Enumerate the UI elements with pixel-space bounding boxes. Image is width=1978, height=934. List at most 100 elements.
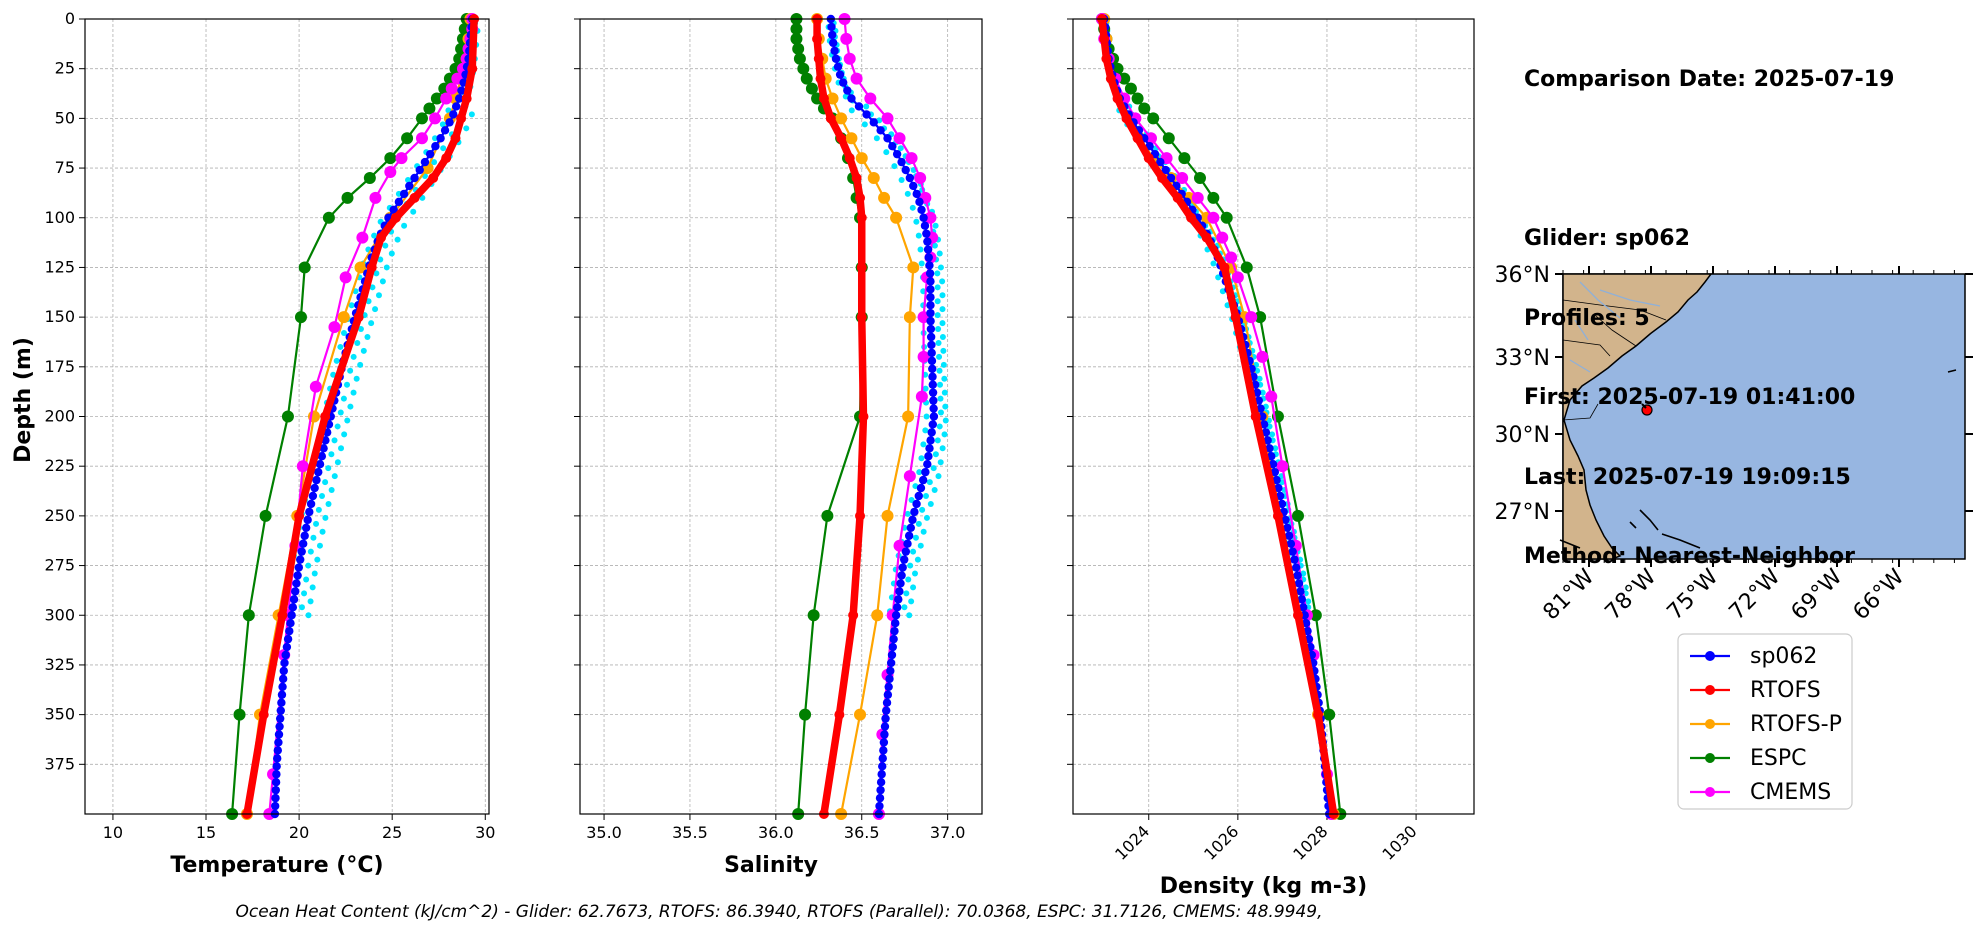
data-point [923, 237, 932, 246]
data-point [1259, 420, 1269, 429]
glider-profile-point [918, 455, 925, 462]
data-point [1191, 191, 1204, 204]
data-point [882, 706, 891, 715]
glider-profile-point [360, 347, 367, 354]
data-point [456, 113, 467, 124]
data-point [845, 132, 858, 145]
data-point [1101, 53, 1112, 64]
y-tick-label: 350 [44, 705, 75, 724]
data-point [233, 708, 246, 721]
data-point [926, 285, 935, 294]
data-point [274, 730, 284, 739]
data-point [1162, 132, 1175, 145]
glider-profile-point [942, 417, 949, 424]
data-point [1294, 579, 1304, 588]
glider-profile-point [935, 339, 942, 346]
panel-3: 1024 1026 1028 1030 Density (kg m-3) [1067, 13, 1475, 899]
data-point [384, 166, 397, 179]
glider-profile-point [923, 413, 930, 420]
glider-profile-point [916, 469, 923, 476]
data-point [797, 62, 810, 75]
glider-profile-point [1300, 570, 1307, 577]
x-tick-label: 25 [382, 823, 402, 842]
glider-profile-point [311, 570, 318, 577]
data-point [275, 722, 284, 731]
data-point [1284, 531, 1294, 540]
x-tick-label: 20 [289, 823, 309, 842]
data-point [893, 539, 906, 552]
series-rtofs [812, 14, 869, 819]
data-point [273, 754, 282, 763]
glider-profile-point [357, 361, 364, 368]
y-tick-label: 25 [55, 59, 75, 78]
glider-profile-point [941, 431, 948, 438]
data-point [927, 348, 936, 358]
series-rtofs [1096, 14, 1339, 819]
data-point [917, 350, 930, 363]
glider-profile-point [341, 431, 348, 438]
data-point [1288, 547, 1297, 556]
x-axis-label: Temperature (°C) [170, 853, 383, 878]
data-point [854, 102, 864, 111]
glider-profile-point [927, 500, 934, 507]
data-point [353, 312, 364, 323]
data-point [390, 212, 401, 223]
data-point [457, 86, 466, 95]
data-point [1172, 192, 1183, 203]
data-point [1270, 467, 1280, 477]
x-tick-label: 1028 [1289, 822, 1331, 864]
comparison-date: Comparison Date: 2025-07-19 [1524, 67, 1895, 92]
glider-profile-point [907, 562, 914, 569]
glider-profile-point [932, 222, 939, 229]
y-tick-label: 300 [44, 605, 75, 624]
data-point [926, 293, 935, 302]
data-point [908, 515, 917, 525]
data-point [1138, 102, 1151, 115]
glider-profile-point [325, 500, 332, 507]
data-point [298, 539, 308, 548]
data-point [856, 262, 867, 273]
data-point [926, 324, 936, 334]
data-point [827, 30, 837, 40]
glider-profile-point [432, 135, 439, 142]
footer-ocean-heat-content: Ocean Heat Content (kJ/cm^2) - Glider: 6… [0, 902, 1978, 922]
data-point [1225, 251, 1238, 264]
data-point [825, 113, 836, 124]
x-tick-label: 30 [475, 823, 495, 842]
x-axis-label: Salinity [724, 853, 818, 878]
glider-profile-point [939, 320, 946, 327]
data-point [445, 118, 454, 127]
glider-profile-point [937, 459, 944, 466]
data-point [1300, 611, 1309, 620]
data-point [1286, 539, 1296, 548]
y-tick-label: 275 [44, 556, 75, 575]
glider-profile-point [930, 465, 937, 472]
data-point [276, 706, 285, 715]
data-point [1216, 231, 1229, 244]
data-point [275, 714, 285, 723]
data-point [879, 738, 889, 747]
x-tick-label: 15 [196, 823, 216, 842]
data-point [1267, 452, 1276, 461]
legend-marker [1705, 719, 1715, 729]
data-point [830, 46, 839, 55]
data-point [319, 444, 328, 453]
data-point [425, 149, 435, 159]
glider-profile-point [379, 278, 386, 285]
data-point [910, 507, 919, 517]
glider-profile-point [341, 330, 348, 337]
glider-profile-point [910, 548, 917, 555]
data-point [1131, 92, 1144, 105]
data-point [376, 232, 387, 243]
data-point [926, 332, 936, 342]
data-point [1230, 312, 1241, 323]
data-point [886, 658, 896, 668]
data-point [882, 698, 892, 707]
glider-profile-point [319, 493, 326, 499]
data-point [924, 211, 937, 224]
data-point [916, 483, 926, 493]
glider-profile-point [939, 445, 946, 452]
glider-profile-point [330, 371, 337, 378]
x-tick-label: 35.5 [672, 823, 708, 842]
